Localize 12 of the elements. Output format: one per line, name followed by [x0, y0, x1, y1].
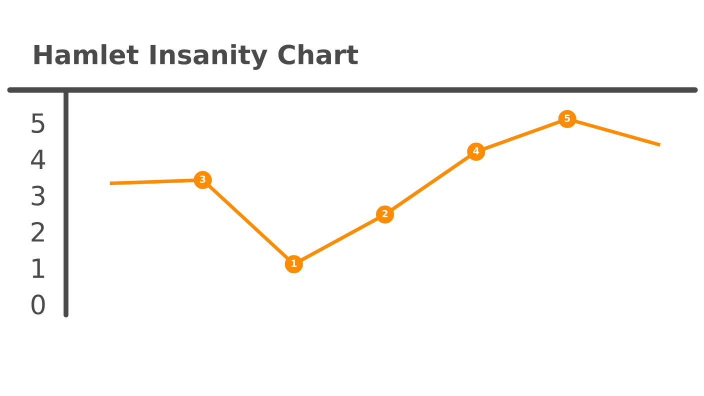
data-label: 1 [292, 260, 297, 267]
data-label: 2 [382, 210, 388, 218]
data-label: 5 [564, 114, 570, 122]
y-tick-label: 3 [32, 186, 44, 206]
data-label: 3 [200, 175, 206, 183]
chart-title: Hamlet Insanity Chart [34, 44, 358, 70]
y-tick-label: 0 [32, 294, 45, 315]
y-tick-label: 5 [32, 113, 44, 134]
y-tick-label: 4 [31, 150, 46, 169]
y-tick-label: 1 [32, 258, 44, 278]
data-label: 4 [473, 147, 480, 154]
y-tick-label: 2 [32, 222, 44, 242]
